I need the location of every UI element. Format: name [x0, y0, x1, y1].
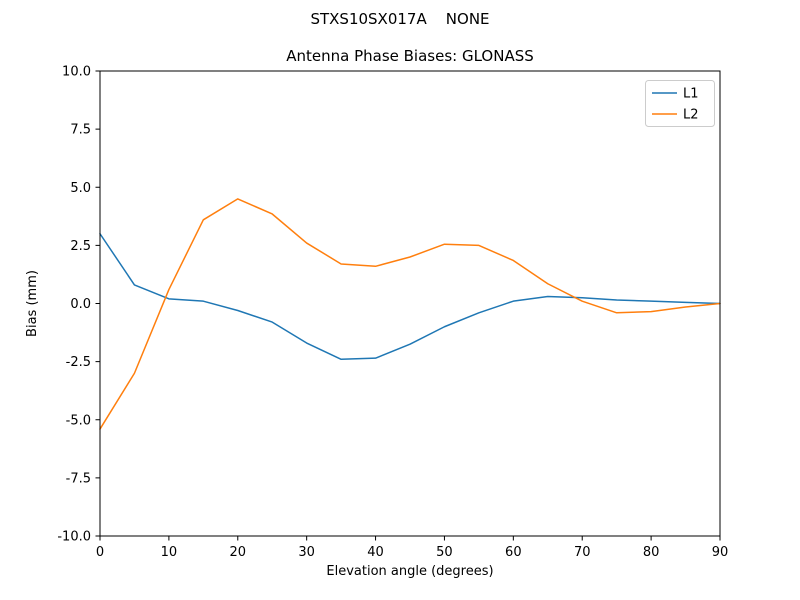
y-tick-label: 10.0 — [62, 65, 91, 80]
x-tick-label: 0 — [96, 545, 104, 560]
x-tick-label: 40 — [367, 545, 384, 560]
x-axis-label: Elevation angle (degrees) — [326, 564, 493, 579]
y-tick-label: -7.5 — [66, 471, 91, 486]
x-tick-label: 20 — [230, 545, 247, 560]
x-tick-label: 70 — [574, 545, 591, 560]
x-tick-label: 30 — [298, 545, 315, 560]
x-tick-label: 90 — [712, 545, 729, 560]
y-axis-label: Bias (mm) — [25, 270, 40, 337]
series-line-l2 — [99, 198, 721, 430]
y-tick-label: 2.5 — [70, 239, 91, 254]
x-tick-label: 60 — [505, 545, 522, 560]
y-tick-label: 0.0 — [70, 297, 91, 312]
legend-label-l1: L1 — [683, 87, 699, 102]
plot-area: 0 10 20 30 40 50 60 70 80 90 -10.0 -7.5 -5.0 -2.5 0.0 2… — [57, 65, 728, 561]
legend: L1 L2 — [645, 80, 715, 127]
y-tick-label: 5.0 — [70, 181, 91, 196]
chart-title: Antenna Phase Biases: GLONASS — [286, 47, 534, 65]
x-tick-label: 10 — [161, 545, 178, 560]
y-tick-label: -5.0 — [66, 413, 91, 428]
x-tick-label: 50 — [436, 545, 453, 560]
legend-frame — [645, 80, 715, 127]
y-tick-label: -10.0 — [57, 530, 91, 545]
series-line-l1 — [99, 233, 721, 361]
y-tick-label: 7.5 — [70, 123, 91, 138]
axes-frame — [99, 70, 721, 537]
x-tick-label: 80 — [643, 545, 660, 560]
legend-label-l2: L2 — [683, 108, 699, 123]
y-tick-label: -2.5 — [66, 355, 91, 370]
figure-suptitle: STXS10SX017A NONE — [310, 10, 489, 28]
